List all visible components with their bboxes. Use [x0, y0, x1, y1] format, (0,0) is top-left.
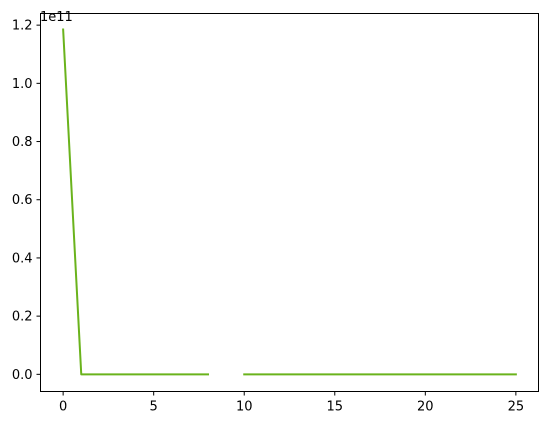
plot-frame [40, 13, 539, 392]
y-tick-label: 0.6 [12, 193, 33, 208]
x-tick-label: 0 [59, 400, 67, 415]
y-tick-label: 0.8 [12, 135, 33, 150]
y-tick-label: 0.0 [12, 368, 33, 383]
series-layer [62, 28, 517, 376]
y-tick-label: 1.2 [12, 19, 33, 34]
x-tick-label: 20 [417, 400, 434, 415]
x-axis: 0 5 10 15 20 25 [59, 391, 525, 415]
x-tick-label: 10 [236, 400, 253, 415]
y-tick-label: 0.2 [12, 310, 33, 325]
y-axis: 0.0 0.2 0.4 0.6 0.8 1.0 1.2 [12, 19, 41, 383]
y-axis-offset-label: 1e11 [40, 10, 73, 25]
y-tick-label: 0.4 [12, 251, 33, 266]
y-tick-label: 1.0 [12, 77, 33, 92]
series-line-segment [62, 28, 210, 376]
x-tick-label: 15 [326, 400, 343, 415]
x-tick-label: 5 [150, 400, 158, 415]
x-tick-label: 25 [508, 400, 525, 415]
